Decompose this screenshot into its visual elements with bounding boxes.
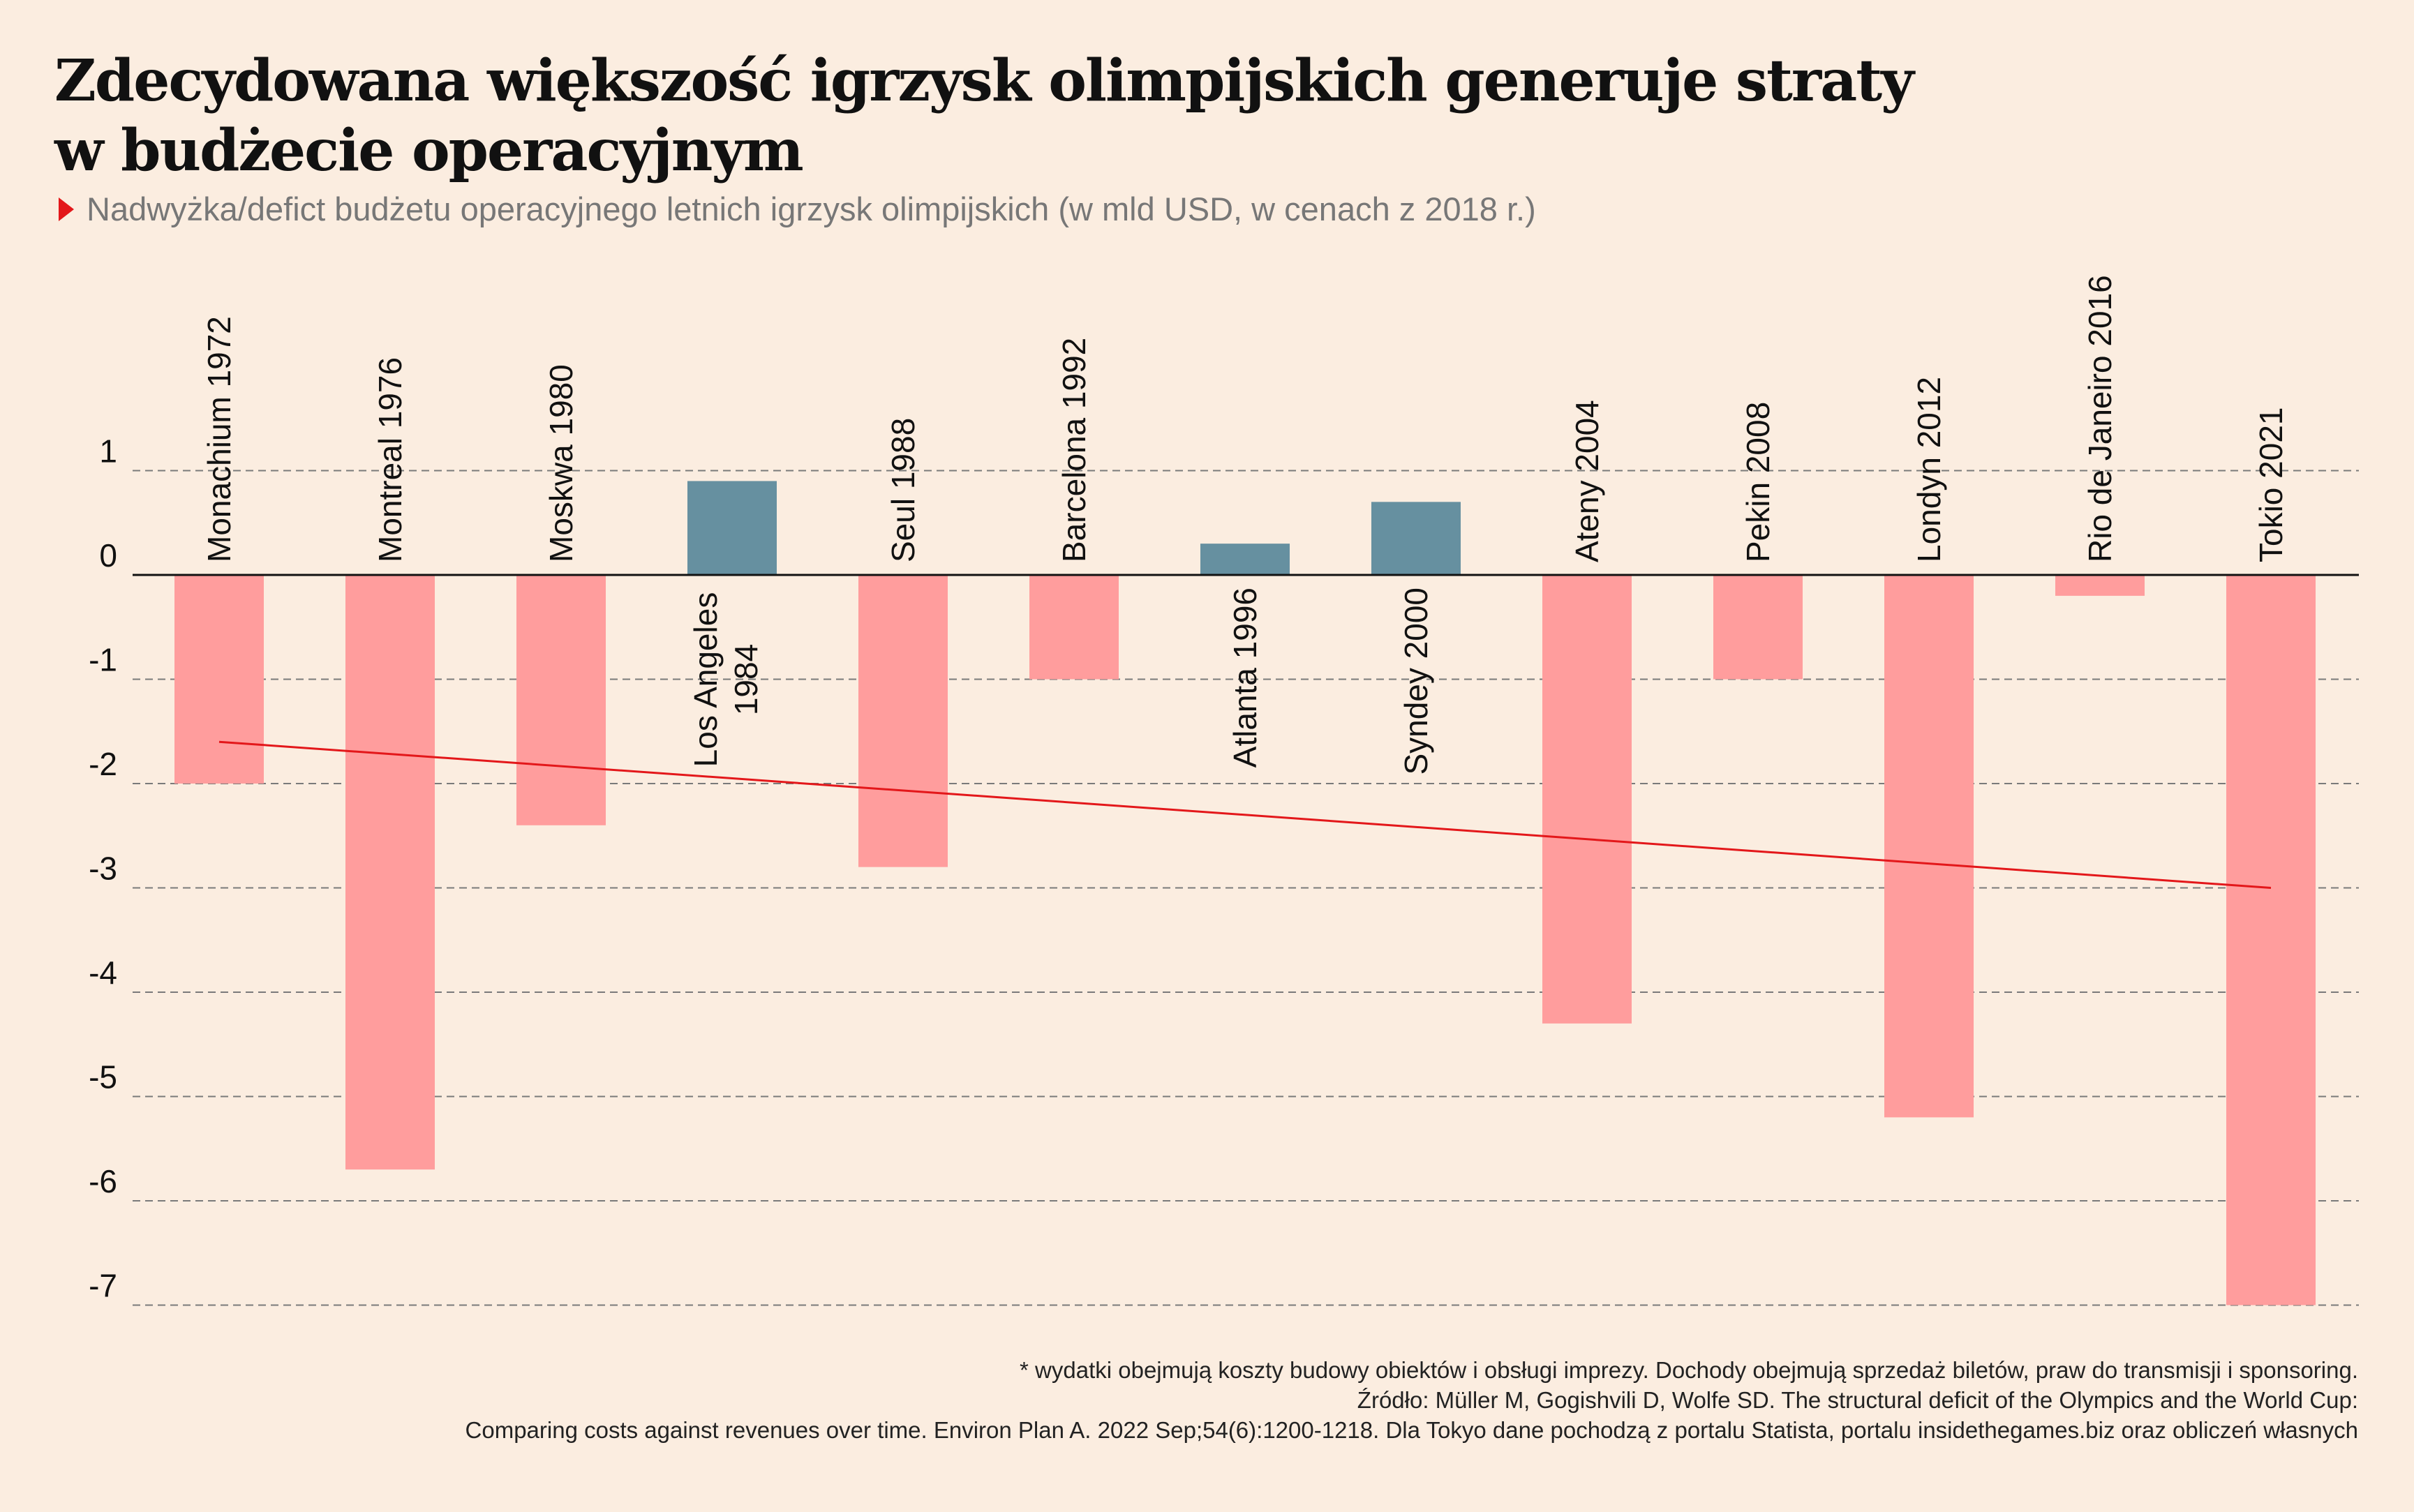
category-label: Atlanta 1996 xyxy=(1227,587,1263,768)
bar xyxy=(516,575,606,825)
y-tick-label: -5 xyxy=(89,1059,117,1095)
category-label: Barcelona 1992 xyxy=(1056,338,1092,562)
y-tick-label: -1 xyxy=(89,642,117,678)
bar xyxy=(2055,575,2145,596)
source-line-2: Comparing costs against revenues over ti… xyxy=(465,1417,2358,1443)
category-label: Monachium 1972 xyxy=(201,316,237,562)
bar xyxy=(687,481,777,575)
chart-title: Zdecydowana większość igrzysk olimpijski… xyxy=(54,46,2357,186)
bar xyxy=(174,575,264,784)
bar xyxy=(345,575,435,1170)
chart-title-line1: Zdecydowana większość igrzysk olimpijski… xyxy=(54,47,1914,114)
subtitle-marker-icon xyxy=(59,197,74,221)
trend-line xyxy=(218,740,2272,889)
bar xyxy=(1542,575,1632,1024)
subtitle-text: Nadwyżka/defict budżetu operacyjnego let… xyxy=(87,190,1536,227)
category-label: Ateny 2004 xyxy=(1569,400,1605,562)
category-label: Pekin 2008 xyxy=(1740,402,1776,562)
bar xyxy=(1371,502,1461,575)
category-label: Los Angeles 1984 xyxy=(687,592,764,768)
bar xyxy=(1884,575,1974,1118)
chart-footer: * wydatki obejmują koszty budowy obiektó… xyxy=(55,1355,2358,1445)
footnote: * wydatki obejmują koszty budowy obiektó… xyxy=(1020,1357,2358,1383)
y-tick-label: -4 xyxy=(89,955,117,991)
bar xyxy=(1713,575,1803,680)
category-label: Syndey 2000 xyxy=(1398,587,1434,775)
category-label: Rio de Janeiro 2016 xyxy=(2082,275,2118,562)
source-line-1: Źródło: Müller M, Gogishvili D, Wolfe SD… xyxy=(1357,1387,2358,1413)
chart-title-line2: w budżecie operacyjnym xyxy=(54,117,804,184)
y-tick-label: -3 xyxy=(89,851,117,887)
bar xyxy=(2226,575,2316,1305)
y-tick-label: -7 xyxy=(89,1268,117,1304)
category-label: Tokio 2021 xyxy=(2253,407,2289,563)
y-tick-label: -2 xyxy=(89,746,117,782)
y-tick-label: 1 xyxy=(99,433,117,470)
chart-subtitle: Nadwyżka/defict budżetu operacyjnego let… xyxy=(59,188,1536,230)
category-label: Seul 1988 xyxy=(885,418,921,562)
bar xyxy=(1200,544,1290,575)
bar xyxy=(858,575,948,867)
y-tick-label: 0 xyxy=(99,537,117,574)
category-label: Montreal 1976 xyxy=(372,357,408,562)
y-tick-label: -6 xyxy=(89,1163,117,1199)
bar xyxy=(1029,575,1119,680)
category-label: Londyn 2012 xyxy=(1911,377,1947,562)
category-label: Moskwa 1980 xyxy=(543,364,579,562)
